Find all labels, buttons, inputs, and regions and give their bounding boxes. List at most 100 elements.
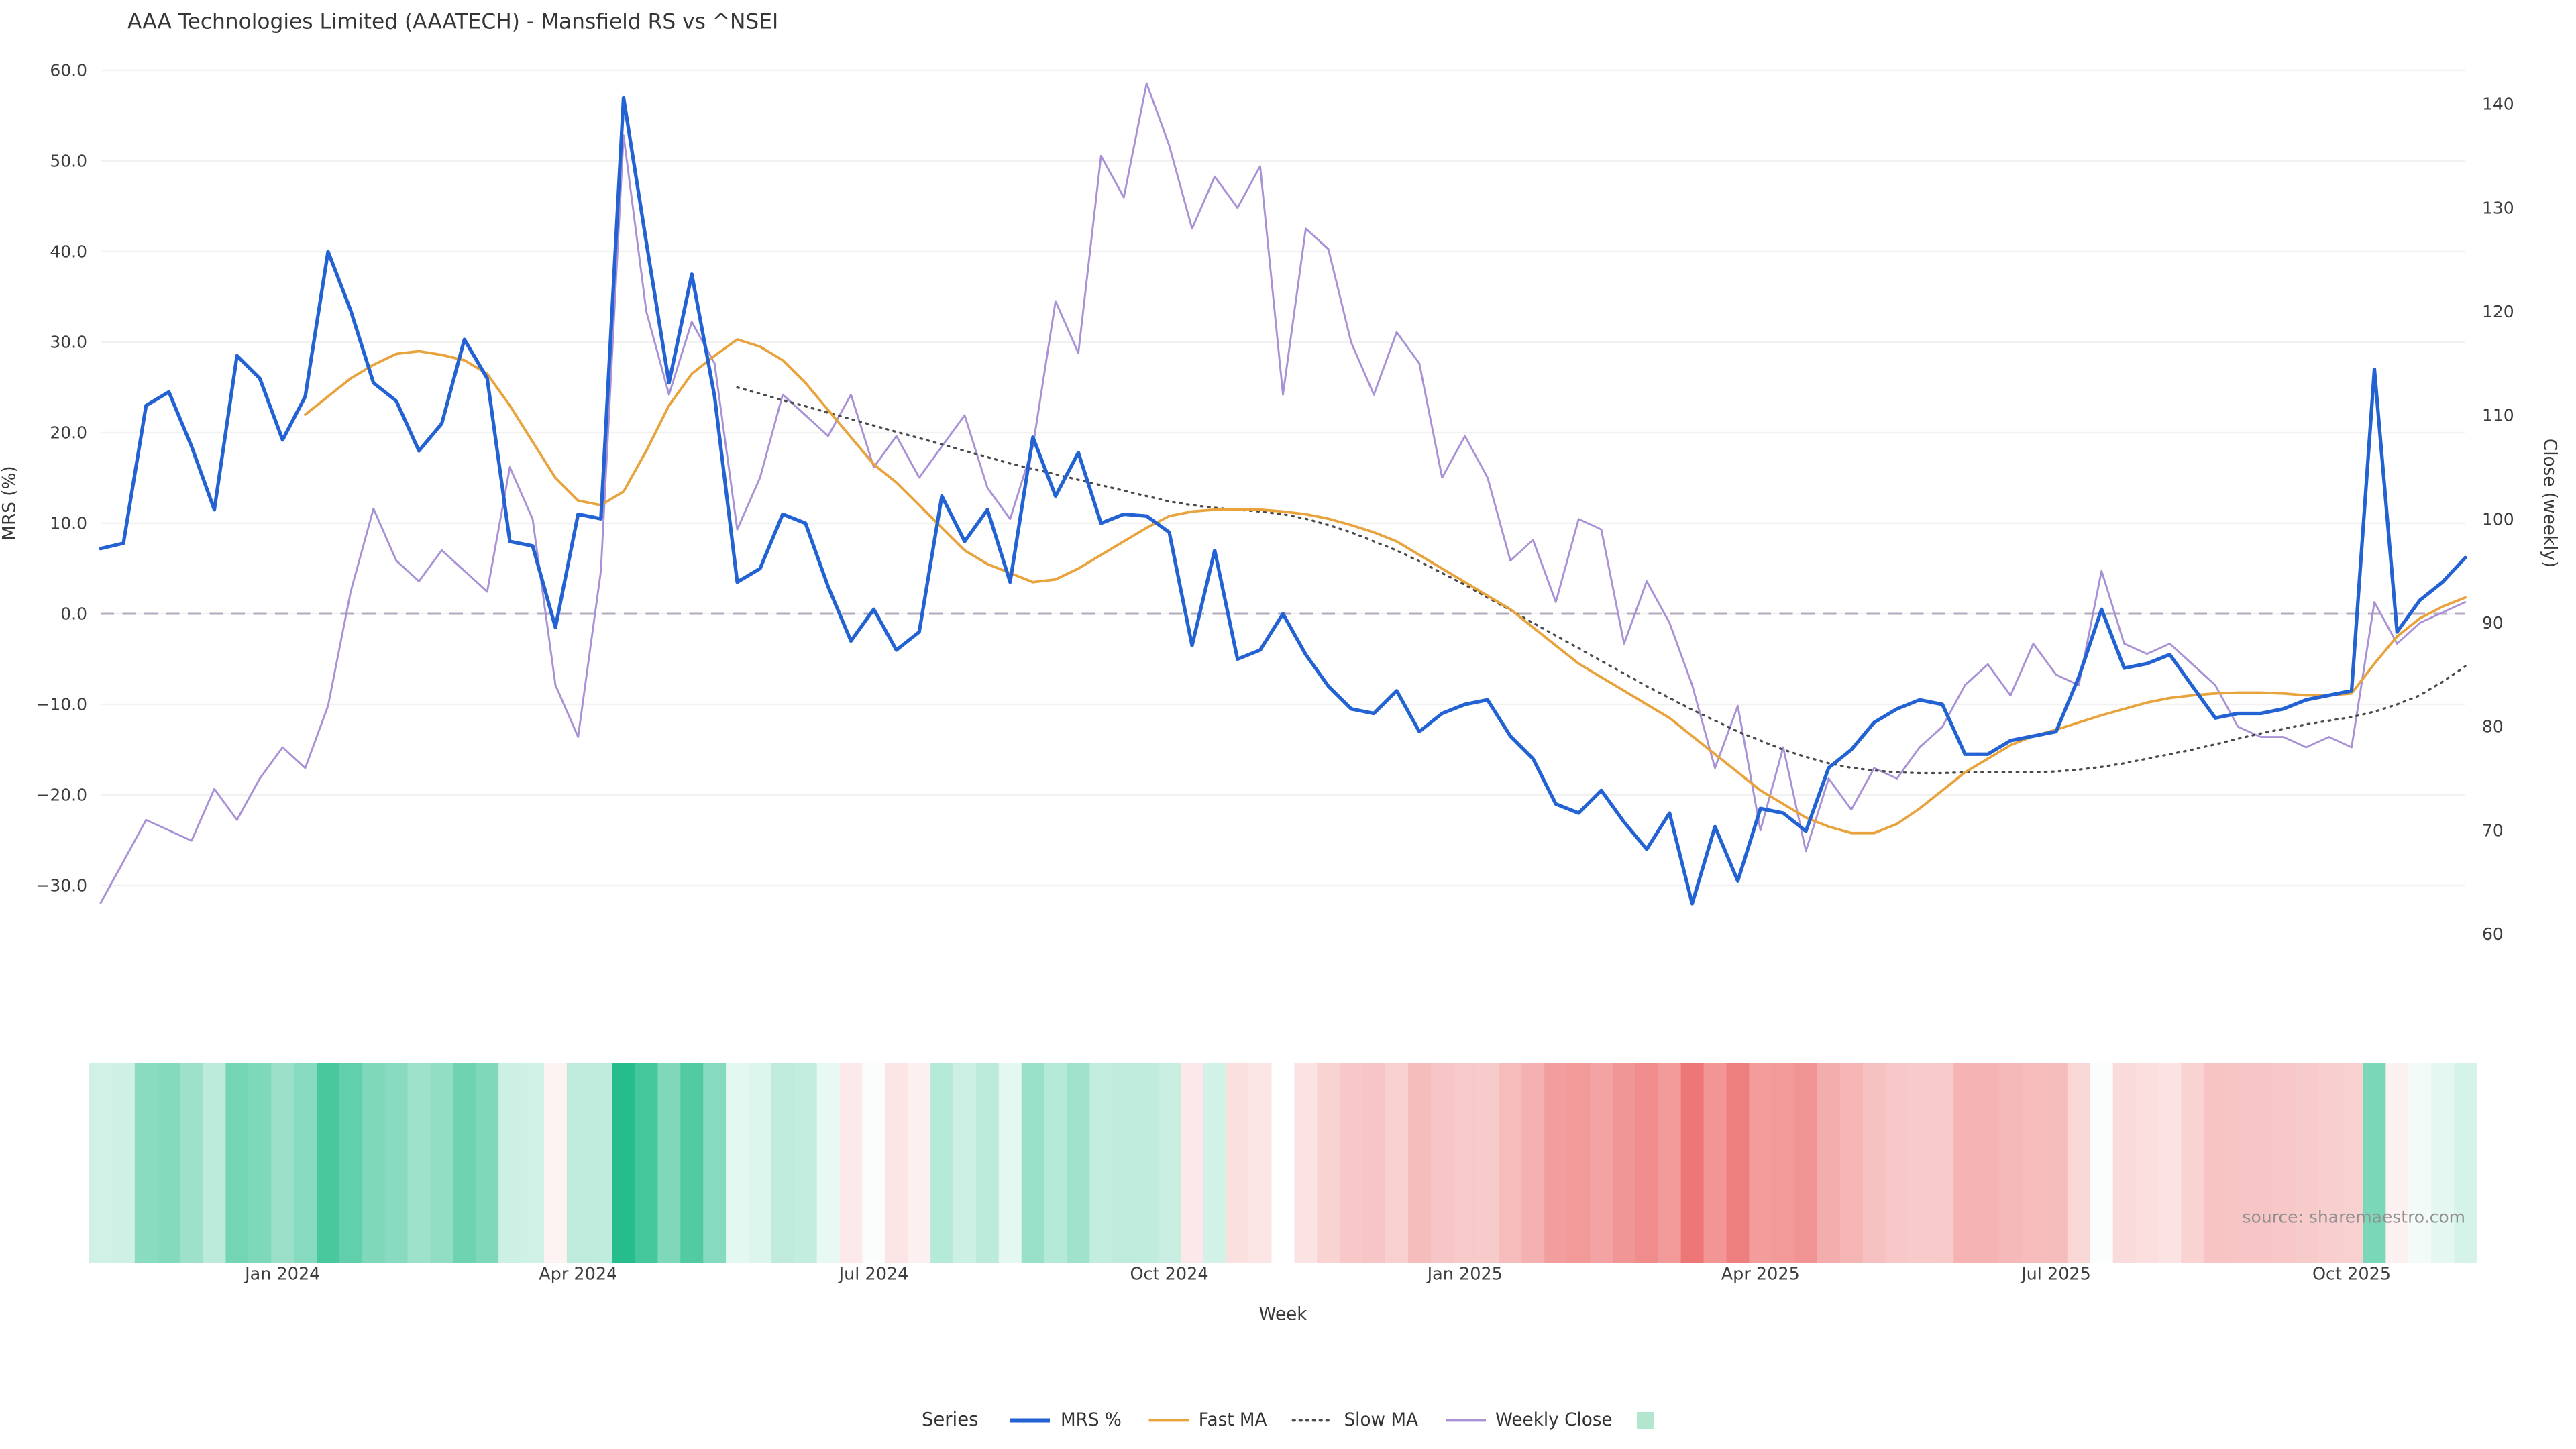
series-lines <box>99 82 2467 906</box>
left-tick-label: −20.0 <box>36 786 87 805</box>
right-tick-label: 110 <box>2482 406 2514 425</box>
heatmap-cell <box>1089 1063 1113 1263</box>
heatmap-cell <box>225 1063 249 1263</box>
axis-tick-labels: 60.0 50.0 40.0 30.0 20.0 10.0 0.0 −10.0 −20.0 −30… <box>36 61 2514 1285</box>
heatmap-cell <box>430 1063 453 1263</box>
left-tick-label: 40.0 <box>50 242 87 262</box>
heatmap-cell <box>2385 1063 2409 1263</box>
legend-label-slow-ma: Slow MA <box>1344 1409 1418 1430</box>
legend-label-weekly-close: Weekly Close <box>1495 1409 1613 1430</box>
heatmap-cell <box>2226 1063 2250 1263</box>
x-tick-label: Jul 2025 <box>2020 1265 2091 1285</box>
heatmap-cell <box>589 1063 612 1263</box>
heatmap-cell <box>1885 1063 1909 1263</box>
x-axis-title: Week <box>1259 1305 1308 1325</box>
heatmap-cell <box>908 1063 931 1263</box>
heatmap-cell <box>1521 1063 1545 1263</box>
left-tick-label: 20.0 <box>50 423 87 443</box>
heatmap-cell <box>1248 1063 1272 1263</box>
heatmap-cell <box>384 1063 408 1263</box>
heatmap-cell <box>1635 1063 1659 1263</box>
x-tick-label: Apr 2025 <box>1721 1265 1800 1285</box>
heatmap-cell <box>2135 1063 2159 1263</box>
left-tick-label: 0.0 <box>60 604 87 624</box>
heatmap-cell <box>1317 1063 1340 1263</box>
left-tick-label: −30.0 <box>36 876 87 896</box>
right-tick-label: 80 <box>2482 717 2504 737</box>
heatmap-cell <box>748 1063 772 1263</box>
heatmap-cell <box>657 1063 681 1263</box>
heatmap-cell <box>975 1063 1000 1263</box>
heatmap-cell <box>2431 1063 2455 1263</box>
heatmap-cell <box>1453 1063 1477 1263</box>
weekly-close-line <box>99 82 2467 904</box>
heatmap-cell <box>703 1063 727 1263</box>
fast-ma-line <box>304 338 2467 835</box>
heatmap-cell <box>407 1063 431 1263</box>
chart-legend: Series MRS % Fast MA Slow MA <box>0 1409 2576 1431</box>
heatmap-cell <box>2181 1063 2204 1263</box>
heatmap-cell <box>2454 1063 2477 1263</box>
x-tick-label: Oct 2024 <box>1130 1265 1208 1285</box>
heatmap-cell <box>1430 1063 1454 1263</box>
heatmap-cell <box>1612 1063 1636 1263</box>
heatmap-cell <box>1703 1063 1727 1263</box>
heatmap-cell <box>1772 1063 1795 1263</box>
heatmap-cell <box>2249 1063 2273 1263</box>
heatmap-cell <box>1385 1063 1409 1263</box>
heatmap-cell <box>1726 1063 1750 1263</box>
x-tick-label: Oct 2025 <box>2312 1265 2391 1285</box>
heatmap-cell <box>339 1063 363 1263</box>
heatmap-cell <box>1862 1063 1886 1263</box>
slow-ma-line <box>736 386 2467 775</box>
heatmap-cell <box>2271 1063 2296 1263</box>
heatmap-cell <box>1135 1063 1159 1263</box>
heatmap-cell <box>157 1063 180 1263</box>
heatmap-cell <box>2067 1063 2091 1263</box>
heatmap-cell <box>362 1063 386 1263</box>
heatmap-cell <box>1340 1063 1363 1263</box>
heatmap-cell <box>998 1063 1022 1263</box>
heatmap-cell <box>134 1063 158 1263</box>
heatmap-cell <box>2090 1063 2114 1263</box>
heatmap-cell <box>111 1063 136 1263</box>
right-tick-label: 60 <box>2482 924 2504 944</box>
left-tick-label: 10.0 <box>50 514 87 533</box>
chart-title: AAA Technologies Limited (AAATECH) - Man… <box>127 8 779 34</box>
heatmap-cell <box>1658 1063 1682 1263</box>
legend-item-weekly-close: Weekly Close <box>1443 1409 1613 1430</box>
fast-ma-line-icon <box>1148 1418 1189 1421</box>
right-tick-label: 140 <box>2482 95 2514 114</box>
heatmap-cell <box>566 1063 590 1263</box>
heatmap-cell <box>476 1063 499 1263</box>
left-axis-title: MRS (%) <box>0 466 20 540</box>
heatmap-cell <box>1817 1063 1841 1263</box>
heatmap-cell <box>1294 1063 1318 1263</box>
heatmap-strip <box>89 1063 2477 1263</box>
slow-ma-line-icon <box>1292 1418 1336 1421</box>
heatmap-cell <box>2204 1063 2227 1263</box>
source-credit: source: sharemaestro.com <box>2242 1209 2466 1228</box>
mrs-line-icon <box>1010 1417 1051 1422</box>
heatmap-cell <box>248 1063 272 1263</box>
legend-item-slow-ma: Slow MA <box>1292 1409 1418 1430</box>
heatmap-cell <box>885 1063 908 1263</box>
heatmap-cell <box>521 1063 545 1263</box>
left-tick-label: −10.0 <box>36 695 87 714</box>
heatmap-cell <box>680 1063 704 1263</box>
heatmap-cell <box>317 1063 340 1263</box>
right-axis-title: Close (weekly) <box>2540 439 2560 568</box>
heatmap-cell <box>203 1063 226 1263</box>
heatmap-cell <box>1226 1063 1250 1263</box>
x-tick-label: Jan 2024 <box>244 1265 320 1285</box>
heatmap-cell <box>1407 1063 1432 1263</box>
x-tick-label: Jul 2024 <box>838 1265 909 1285</box>
heatmap-cell <box>1567 1063 1591 1263</box>
heatmap-cell <box>180 1063 203 1263</box>
legend-item-fast-ma: Fast MA <box>1146 1409 1267 1430</box>
heatmap-cell <box>2022 1063 2045 1263</box>
right-tick-label: 100 <box>2482 509 2514 529</box>
